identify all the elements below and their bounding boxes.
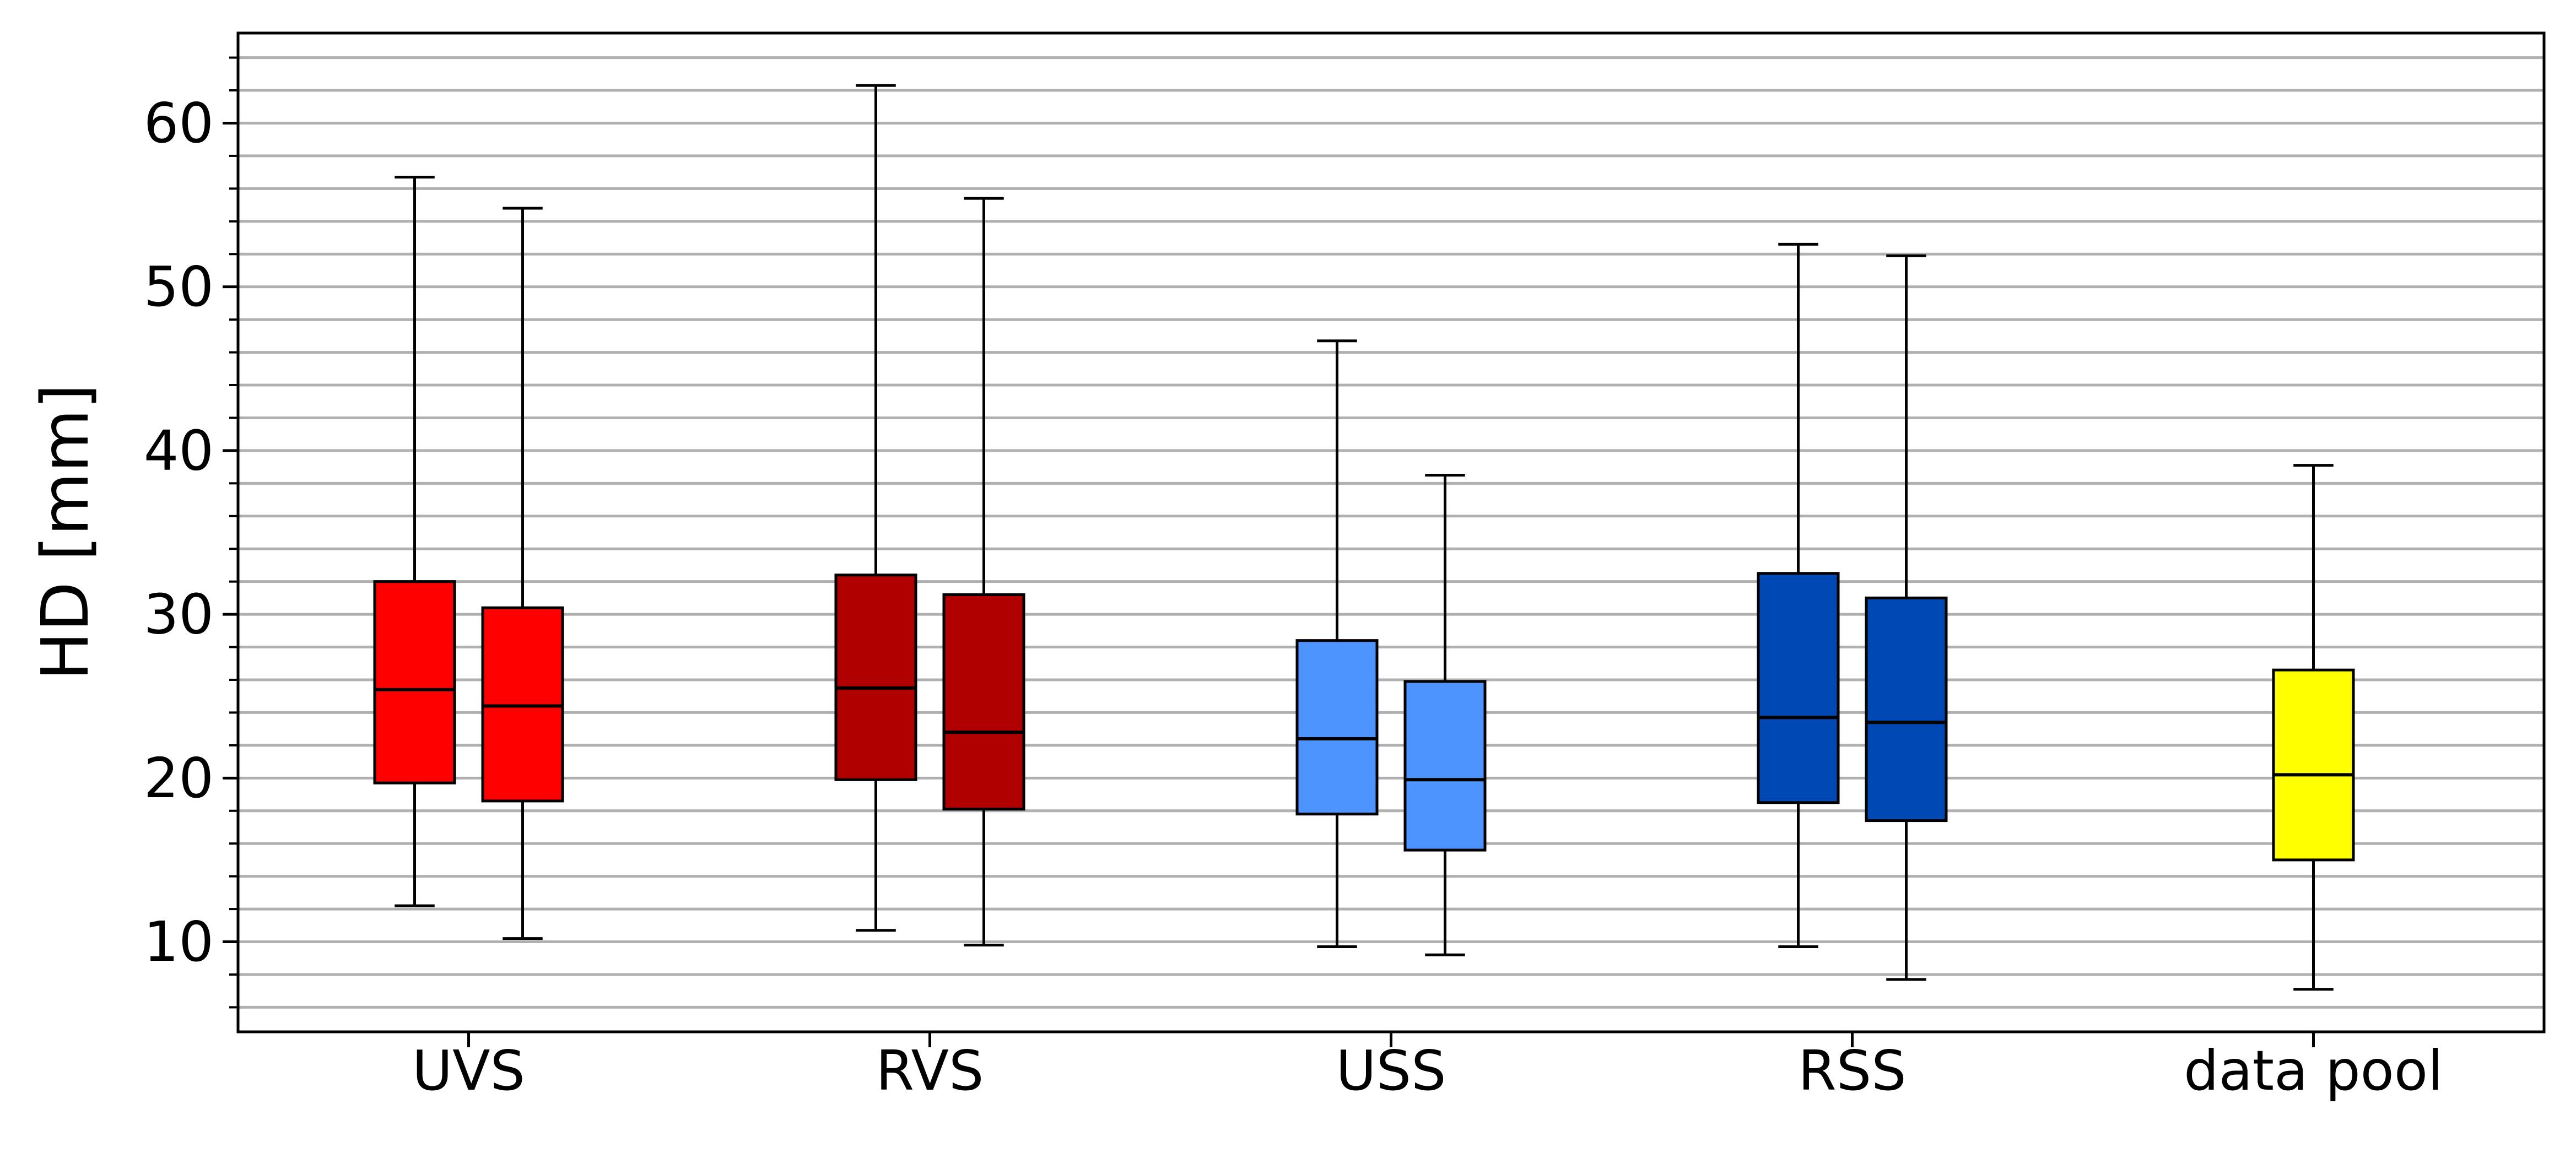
box-series (373, 84, 2355, 991)
box-body (942, 593, 1025, 811)
x-tick-label: data pool (2184, 1038, 2443, 1103)
y-tick-label: 10 (144, 910, 214, 974)
box-1-1 (373, 176, 456, 907)
x-tick-label: RSS (1798, 1038, 1906, 1103)
y-tick-label: 30 (144, 582, 214, 647)
grid-lines (238, 56, 2544, 1009)
x-tick-label: USS (1336, 1038, 1446, 1103)
box-4-1 (1757, 242, 1840, 948)
x-tick-label: UVS (412, 1038, 525, 1103)
box-body (1403, 680, 1487, 852)
x-axis: UVS RVS USS RSS data pool (412, 1032, 2443, 1103)
box-2-2 (942, 197, 1025, 946)
plot-frame (236, 31, 2546, 1033)
y-axis: 10 20 30 40 50 60 (144, 56, 238, 1009)
box-5-1 (2272, 464, 2355, 991)
box-1-2 (481, 207, 564, 940)
box-body (1757, 572, 1840, 804)
box-3-2 (1403, 473, 1487, 956)
box-body (373, 580, 456, 784)
y-tick-label: 60 (144, 91, 214, 155)
box-2-1 (834, 84, 917, 932)
y-tick-label: 40 (144, 418, 214, 483)
x-tick-label: RVS (876, 1038, 984, 1103)
box-body (834, 573, 917, 781)
box-4-2 (1865, 254, 1948, 981)
box-body (2272, 668, 2355, 862)
box-body (1865, 596, 1948, 822)
y-tick-label: 50 (144, 255, 214, 319)
box-body (1295, 639, 1379, 816)
box-3-1 (1295, 339, 1379, 948)
y-axis-title: HD [mm] (27, 383, 103, 680)
y-tick-label: 20 (144, 746, 214, 810)
